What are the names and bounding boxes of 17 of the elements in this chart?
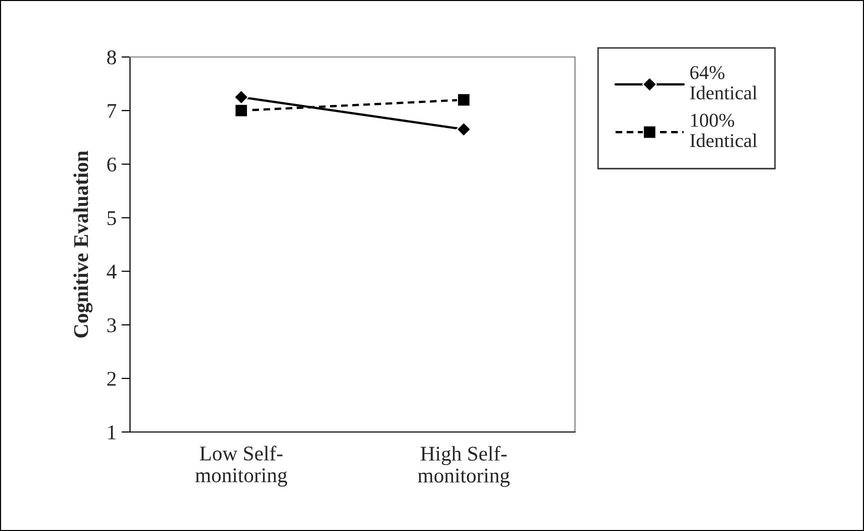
point [234,104,248,118]
point [456,122,472,137]
y-tick-label: 3 [107,318,116,332]
y-tick-label: 5 [108,211,116,226]
x-tick-label: Low Self- monitoring [195,446,288,487]
point [456,93,471,107]
x-tick-label: High Self- monitoring [418,446,510,487]
legend-label: 64% Identical [690,66,758,100]
y-tick-label: 8 [107,50,116,64]
y-tick-label: 7 [108,104,116,118]
y-tick-label: 4 [106,264,116,279]
legend-label: 100% Identical [690,114,758,148]
y-tick-label: 2 [107,372,116,386]
point [234,90,249,105]
y-axis-title: Cognitive Evaluation [73,150,92,338]
y-tick-label: 1 [108,425,116,440]
y-tick-label: 6 [107,158,116,172]
